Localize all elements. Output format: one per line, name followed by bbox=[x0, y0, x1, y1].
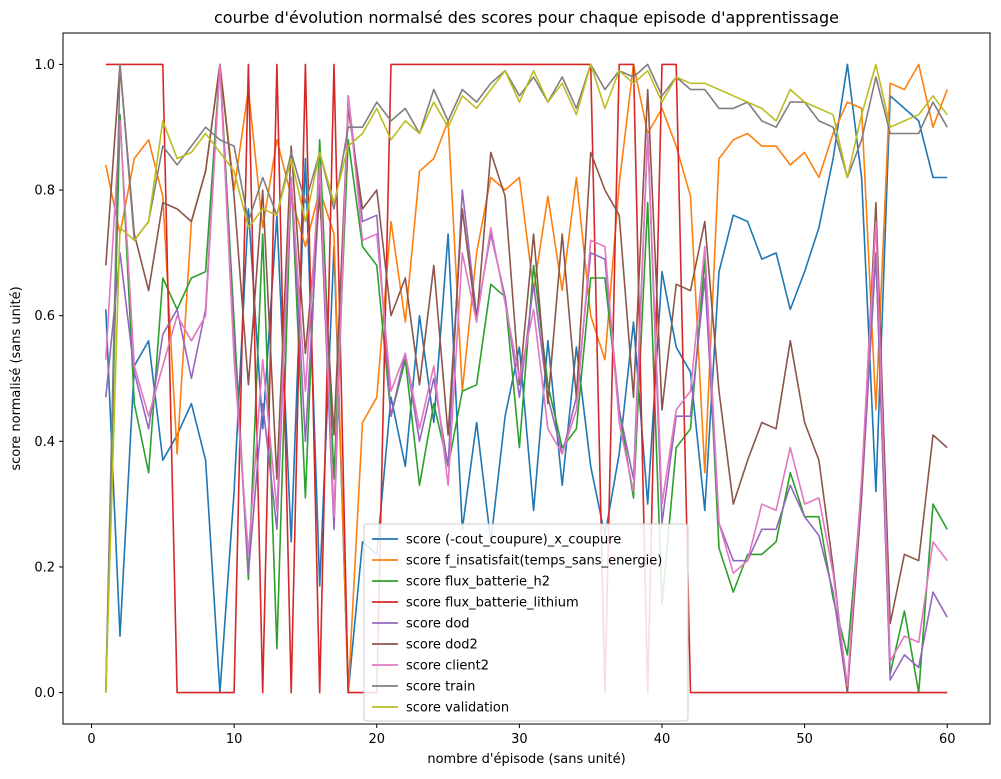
series-line-2 bbox=[105, 63, 948, 694]
legend-label-4: score flux_batterie_lithium bbox=[406, 596, 579, 611]
legend-label-3: score flux_batterie_h2 bbox=[406, 575, 550, 590]
y-tick-label: 0.0 bbox=[34, 686, 55, 701]
y-tick-label: 0.4 bbox=[34, 435, 55, 450]
series-line-1 bbox=[105, 63, 948, 694]
series-lines-layer bbox=[105, 63, 948, 694]
x-tick-label: 40 bbox=[654, 732, 671, 747]
series-line-6 bbox=[105, 63, 948, 694]
x-tick-label: 0 bbox=[87, 732, 95, 747]
series-line-4 bbox=[105, 63, 948, 694]
series-line-9 bbox=[105, 63, 948, 693]
plot-frame bbox=[62, 32, 991, 725]
x-tick-label: 50 bbox=[796, 732, 813, 747]
x-axis-title: nombre d'épisode (sans unité) bbox=[427, 752, 625, 767]
x-tick-label: 60 bbox=[939, 732, 956, 747]
y-tick-label: 0.2 bbox=[34, 560, 55, 575]
y-tick-label: 1.0 bbox=[34, 58, 55, 73]
x-tick-label: 10 bbox=[226, 732, 243, 747]
legend-label-9: score validation bbox=[406, 701, 509, 716]
y-tick-label: 0.6 bbox=[34, 309, 55, 324]
chart-title: courbe d'évolution normalsé des scores p… bbox=[214, 8, 839, 27]
legend-label-7: score client2 bbox=[406, 659, 489, 674]
series-line-7 bbox=[105, 63, 948, 688]
legend-label-5: score dod bbox=[406, 617, 470, 632]
y-axis-title: score normalisé (sans unité) bbox=[9, 286, 24, 470]
legend-label-2: score f_insatisfait(temps_sans_energie) bbox=[406, 554, 662, 569]
x-tick-label: 30 bbox=[511, 732, 528, 747]
legend-label-8: score train bbox=[406, 680, 475, 695]
legend-box bbox=[363, 523, 689, 722]
legend-label-6: score dod2 bbox=[406, 638, 478, 653]
legend-label-1: score (-cout_coupure)_x_coupure bbox=[406, 533, 621, 548]
axis-ticks-layer: 0 10 20 30 40 50 60 0.0 0.2 0.4 0.6 0.8 1.0 bbox=[34, 58, 955, 747]
y-tick-label: 0.8 bbox=[34, 184, 55, 199]
x-tick-label: 20 bbox=[368, 732, 385, 747]
